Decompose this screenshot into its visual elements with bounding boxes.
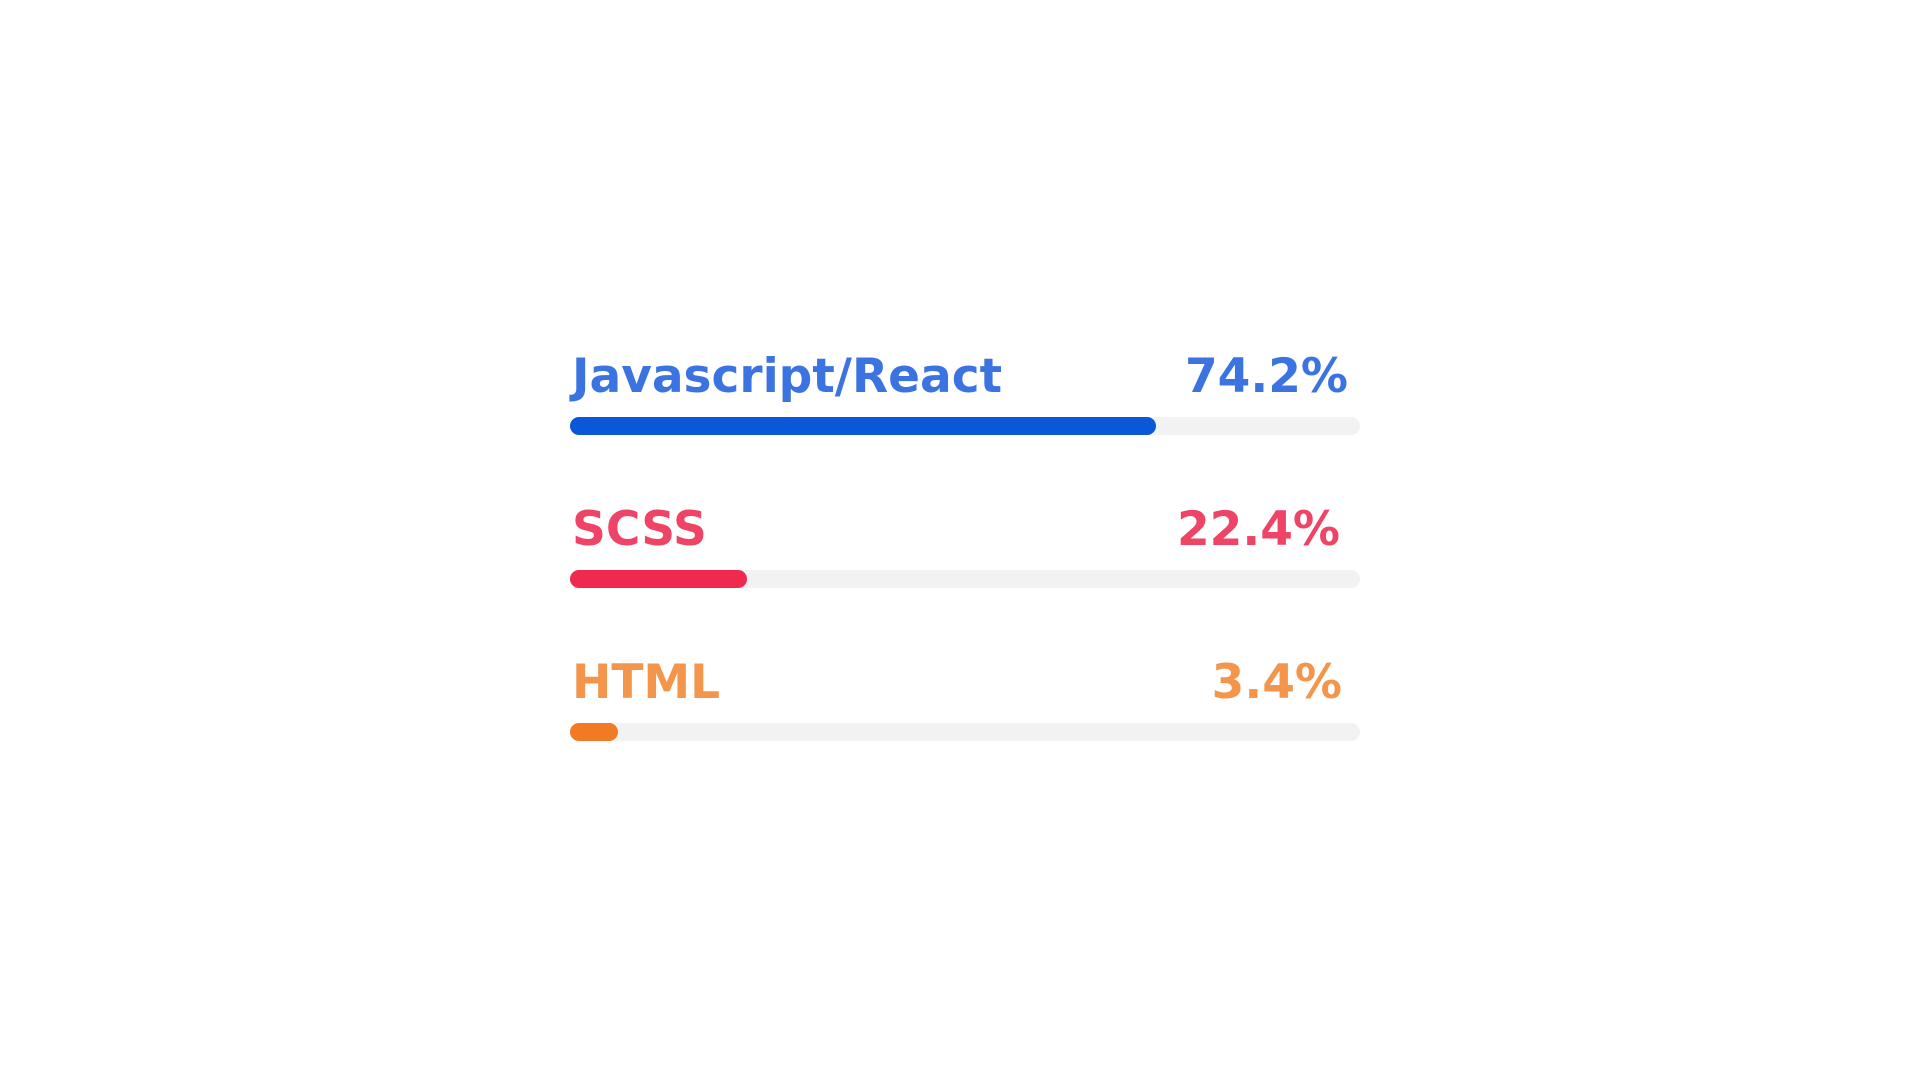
bar-row-html: HTML 3.4% [570,651,1360,804]
bar-track [570,417,1360,435]
category-label: Javascript/React [572,349,1003,404]
bar-header: Javascript/React 74.2% [570,345,1360,411]
bar-list: Javascript/React 74.2% SCSS 22.4% HTML 3… [570,345,1360,804]
category-label: SCSS [572,502,707,557]
bar-fill [570,570,747,588]
bar-track [570,723,1360,741]
bar-row-javascript-react: Javascript/React 74.2% [570,345,1360,498]
bar-header: SCSS 22.4% [570,498,1360,564]
bar-header: HTML 3.4% [570,651,1360,717]
value-label: 22.4% [1176,502,1340,557]
category-label: HTML [572,655,721,710]
value-label: 74.2% [1184,349,1348,404]
bar-track [570,570,1360,588]
value-label: 3.4% [1211,655,1342,710]
bar-fill [570,417,1157,435]
bar-row-scss: SCSS 22.4% [570,498,1360,651]
bar-fill [570,723,618,741]
